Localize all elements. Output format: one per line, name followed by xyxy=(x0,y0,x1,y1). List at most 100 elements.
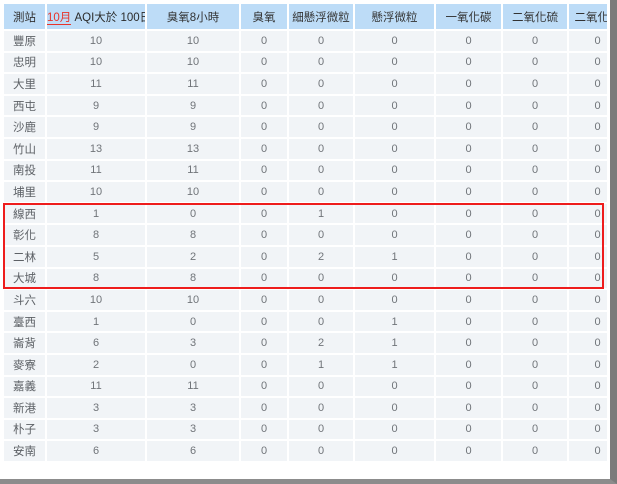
value-cell-o3: 0 xyxy=(241,117,287,137)
column-header-no2[interactable]: 二氧化氮 xyxy=(569,4,610,29)
table-body: 豐原 10 10 0 0 0 0 0 0 忠明 10 10 0 0 0 0 0 0 大里 11 11 0 0 0 0 0 0 西屯 9 9… xyxy=(4,31,610,461)
table-row[interactable]: 彰化 8 8 0 0 0 0 0 0 xyxy=(4,225,610,245)
table-row[interactable]: 新港 3 3 0 0 0 0 0 0 xyxy=(4,398,610,418)
value-cell-co: 0 xyxy=(436,160,501,181)
value-cell-o3: 0 xyxy=(241,268,287,289)
station-name-cell: 南投 xyxy=(4,160,45,181)
value-cell-o3: 0 xyxy=(241,311,287,332)
table-row[interactable]: 線西 1 0 0 1 0 0 0 0 xyxy=(4,203,610,224)
value-cell-no2: 0 xyxy=(569,376,610,397)
table-row[interactable]: 安南 6 6 0 0 0 0 0 0 xyxy=(4,441,610,461)
value-cell-co: 0 xyxy=(436,441,501,461)
value-cell-no2: 0 xyxy=(569,311,610,332)
value-cell-aqi_days: 10 xyxy=(47,52,145,73)
value-cell-so2: 0 xyxy=(503,333,567,353)
value-cell-o3_8hr: 10 xyxy=(147,31,239,51)
value-cell-pm25: 0 xyxy=(289,376,353,397)
column-header-o3[interactable]: 臭氧 xyxy=(241,4,287,29)
value-cell-co: 0 xyxy=(436,290,501,310)
column-header-so2[interactable]: 二氧化硫 xyxy=(503,4,567,29)
value-cell-aqi_days: 9 xyxy=(47,117,145,137)
station-name-cell: 二林 xyxy=(4,246,45,267)
table-row[interactable]: 南投 11 11 0 0 0 0 0 0 xyxy=(4,160,610,181)
value-cell-o3_8hr: 9 xyxy=(147,95,239,116)
value-cell-pm25: 0 xyxy=(289,95,353,116)
column-header-o3_8hr[interactable]: 臭氧8小時 xyxy=(147,4,239,29)
value-cell-co: 0 xyxy=(436,95,501,116)
value-cell-o3: 0 xyxy=(241,441,287,461)
value-cell-o3: 0 xyxy=(241,398,287,418)
value-cell-aqi_days: 11 xyxy=(47,376,145,397)
station-name-cell: 埔里 xyxy=(4,182,45,202)
value-cell-co: 0 xyxy=(436,311,501,332)
value-cell-o3: 0 xyxy=(241,74,287,94)
table-row[interactable]: 大里 11 11 0 0 0 0 0 0 xyxy=(4,74,610,94)
table-row[interactable]: 西屯 9 9 0 0 0 0 0 0 xyxy=(4,95,610,116)
value-cell-so2: 0 xyxy=(503,225,567,245)
value-cell-so2: 0 xyxy=(503,246,567,267)
value-cell-so2: 0 xyxy=(503,95,567,116)
column-header-co[interactable]: 一氧化碳 xyxy=(436,4,501,29)
table-row[interactable]: 朴子 3 3 0 0 0 0 0 0 xyxy=(4,419,610,440)
value-cell-o3_8hr: 0 xyxy=(147,203,239,224)
value-cell-o3: 0 xyxy=(241,95,287,116)
value-cell-o3_8hr: 9 xyxy=(147,117,239,137)
table-row[interactable]: 斗六 10 10 0 0 0 0 0 0 xyxy=(4,290,610,310)
value-cell-aqi_days: 3 xyxy=(47,419,145,440)
table-row[interactable]: 沙鹿 9 9 0 0 0 0 0 0 xyxy=(4,117,610,137)
column-header-pm10[interactable]: 懸浮微粒 xyxy=(355,4,434,29)
table-row[interactable]: 臺西 1 0 0 0 1 0 0 0 xyxy=(4,311,610,332)
value-cell-o3: 0 xyxy=(241,354,287,375)
value-cell-pm25: 1 xyxy=(289,203,353,224)
value-cell-pm10: 0 xyxy=(355,52,434,73)
value-cell-so2: 0 xyxy=(503,290,567,310)
value-cell-no2: 0 xyxy=(569,246,610,267)
value-cell-o3: 0 xyxy=(241,290,287,310)
value-cell-aqi_days: 9 xyxy=(47,95,145,116)
table-row[interactable]: 竹山 13 13 0 0 0 0 0 0 xyxy=(4,138,610,159)
value-cell-pm10: 0 xyxy=(355,74,434,94)
table-row[interactable]: 忠明 10 10 0 0 0 0 0 0 xyxy=(4,52,610,73)
value-cell-pm10: 0 xyxy=(355,138,434,159)
station-name-cell: 竹山 xyxy=(4,138,45,159)
value-cell-co: 0 xyxy=(436,354,501,375)
value-cell-aqi_days: 5 xyxy=(47,246,145,267)
column-header-aqi_days[interactable]: 10月 AQI大於 100日數 xyxy=(47,4,145,29)
value-cell-pm25: 0 xyxy=(289,31,353,51)
station-name-cell: 新港 xyxy=(4,398,45,418)
value-cell-o3: 0 xyxy=(241,138,287,159)
value-cell-o3_8hr: 6 xyxy=(147,441,239,461)
table-row[interactable]: 埔里 10 10 0 0 0 0 0 0 xyxy=(4,182,610,202)
station-name-cell: 忠明 xyxy=(4,52,45,73)
value-cell-pm25: 0 xyxy=(289,138,353,159)
value-cell-pm10: 0 xyxy=(355,31,434,51)
table-row[interactable]: 大城 8 8 0 0 0 0 0 0 xyxy=(4,268,610,289)
value-cell-co: 0 xyxy=(436,419,501,440)
value-cell-no2: 0 xyxy=(569,160,610,181)
value-cell-so2: 0 xyxy=(503,117,567,137)
table-row[interactable]: 崙背 6 3 0 2 1 0 0 0 xyxy=(4,333,610,353)
value-cell-so2: 0 xyxy=(503,398,567,418)
value-cell-so2: 0 xyxy=(503,376,567,397)
table-row[interactable]: 豐原 10 10 0 0 0 0 0 0 xyxy=(4,31,610,51)
value-cell-pm10: 1 xyxy=(355,354,434,375)
value-cell-aqi_days: 10 xyxy=(47,182,145,202)
value-cell-no2: 0 xyxy=(569,203,610,224)
value-cell-pm25: 0 xyxy=(289,290,353,310)
value-cell-o3_8hr: 0 xyxy=(147,311,239,332)
value-cell-pm10: 0 xyxy=(355,117,434,137)
value-cell-pm25: 2 xyxy=(289,333,353,353)
table-row[interactable]: 嘉義 11 11 0 0 0 0 0 0 xyxy=(4,376,610,397)
value-cell-pm25: 2 xyxy=(289,246,353,267)
column-header-pm25[interactable]: 細懸浮微粒 xyxy=(289,4,353,29)
value-cell-co: 0 xyxy=(436,52,501,73)
value-cell-so2: 0 xyxy=(503,203,567,224)
column-header-station[interactable]: 測站 xyxy=(4,4,45,29)
table-row[interactable]: 麥寮 2 0 0 1 1 0 0 0 xyxy=(4,354,610,375)
value-cell-pm25: 0 xyxy=(289,419,353,440)
value-cell-co: 0 xyxy=(436,225,501,245)
table-row[interactable]: 二林 5 2 0 2 1 0 0 0 xyxy=(4,246,610,267)
value-cell-pm10: 1 xyxy=(355,333,434,353)
value-cell-o3_8hr: 11 xyxy=(147,74,239,94)
